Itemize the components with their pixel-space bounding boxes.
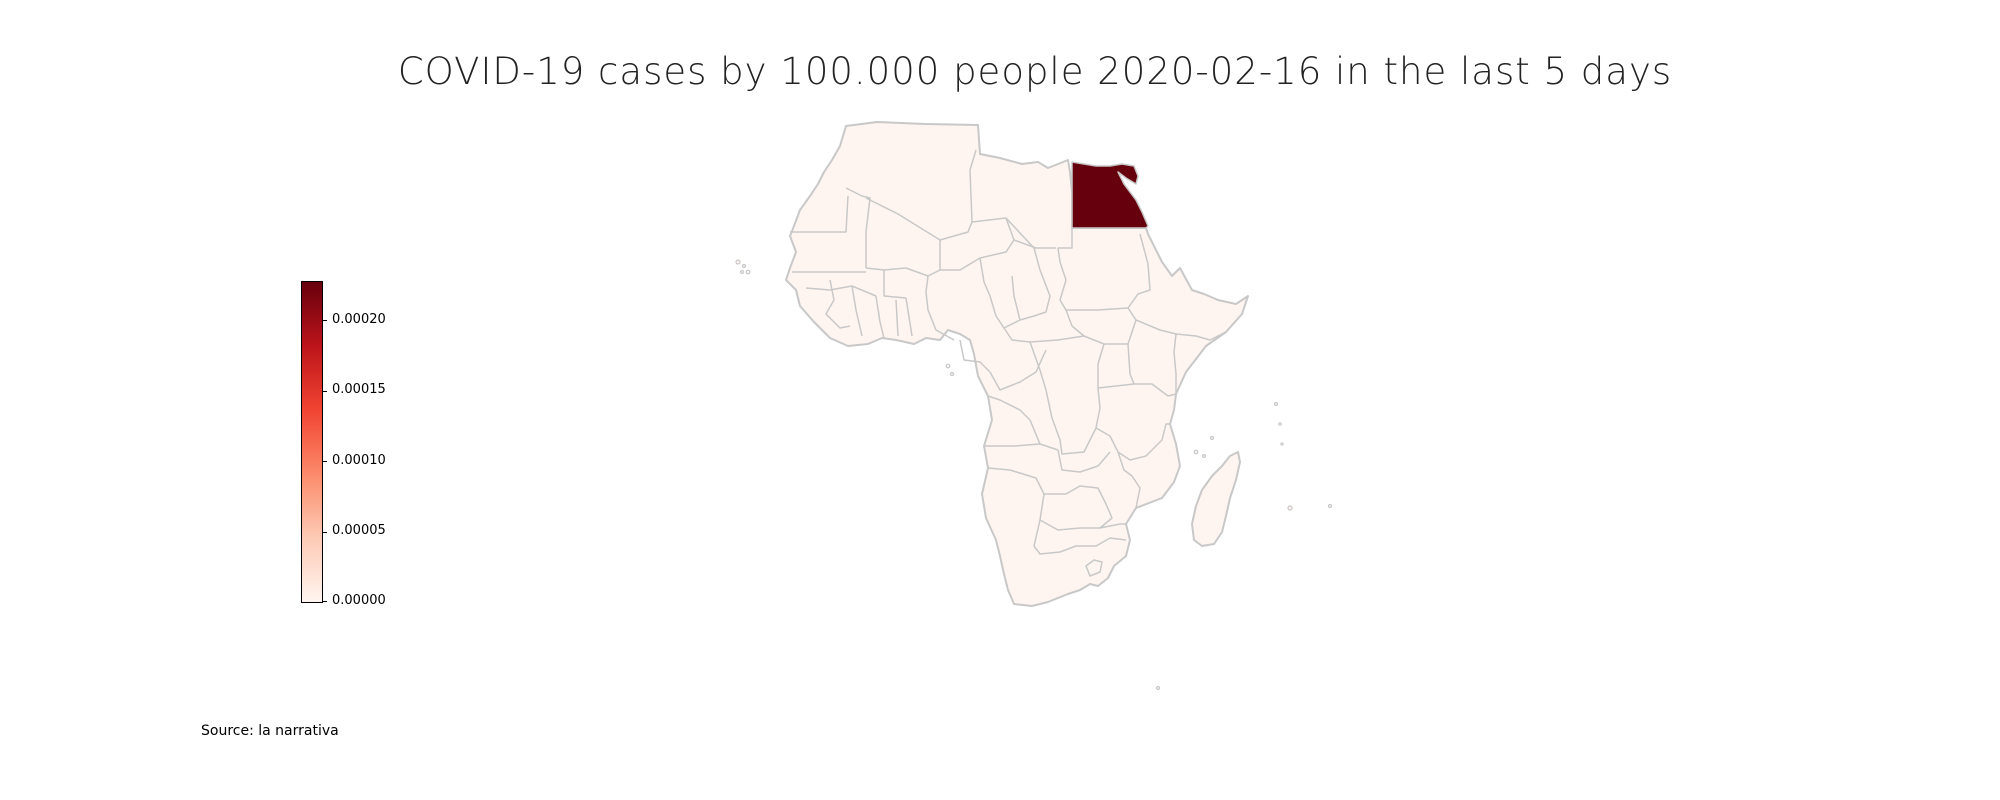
colorbar-tick xyxy=(322,320,327,321)
map-title: COVID-19 cases by 100.000 people 2020-02… xyxy=(397,50,1673,93)
colorbar-tick-label: 0.00005 xyxy=(332,523,386,538)
colorbar-tick-label: 0.00010 xyxy=(332,453,386,468)
region-madagascar xyxy=(1191,451,1241,547)
colorbar-tick xyxy=(322,391,327,392)
colorbar-tick-label: 0.00000 xyxy=(332,593,386,608)
country-borders xyxy=(790,149,1227,577)
source-note: Source: la narrativa xyxy=(201,723,339,739)
colorbar-tick xyxy=(322,461,327,462)
colorbar xyxy=(301,281,323,603)
colorbar-tick-label: 0.00015 xyxy=(332,382,386,397)
islands-minor xyxy=(945,363,1333,691)
colorbar-tick-label: 0.00020 xyxy=(332,312,386,327)
africa-landmass xyxy=(785,121,1249,607)
islands-cape-verde xyxy=(735,259,751,275)
region-egypt[interactable] xyxy=(1071,161,1149,229)
colorbar-tick xyxy=(322,601,327,602)
colorbar-tick xyxy=(322,532,327,533)
